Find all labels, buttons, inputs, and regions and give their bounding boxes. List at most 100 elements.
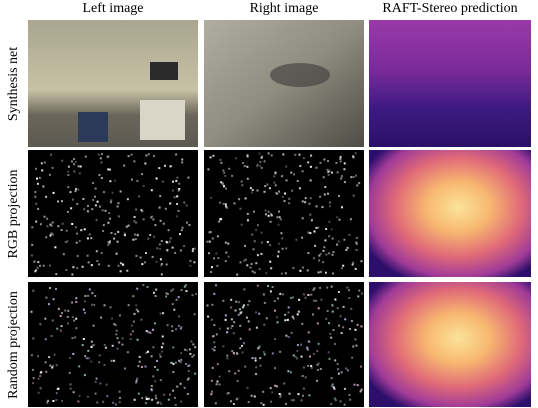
sparse-point xyxy=(312,314,314,316)
sparse-point xyxy=(178,183,180,185)
sparse-point xyxy=(45,297,47,299)
sparse-point xyxy=(332,311,334,313)
sparse-point xyxy=(138,195,140,197)
sparse-point xyxy=(220,218,222,220)
sparse-point xyxy=(55,399,57,401)
sparse-point xyxy=(290,371,292,373)
sparse-point xyxy=(87,396,89,398)
sparse-point xyxy=(139,356,141,358)
sparse-point xyxy=(72,266,74,268)
sparse-point xyxy=(37,183,39,185)
sparse-point xyxy=(35,203,37,205)
sparse-point xyxy=(187,393,189,395)
sparse-point xyxy=(85,156,87,158)
sparse-point xyxy=(159,243,161,245)
sparse-point xyxy=(305,197,307,199)
sparse-point xyxy=(99,354,101,356)
sparse-point xyxy=(345,249,347,251)
sparse-point xyxy=(73,320,75,322)
sparse-point xyxy=(49,287,51,289)
sparse-point xyxy=(174,397,176,399)
sparse-point xyxy=(117,231,119,233)
sparse-point xyxy=(118,265,120,267)
sparse-point xyxy=(273,175,275,177)
sparse-point xyxy=(48,303,50,305)
sparse-point xyxy=(74,336,76,338)
sparse-point xyxy=(299,165,301,167)
sparse-point xyxy=(65,269,67,271)
sparse-point xyxy=(128,225,130,227)
sparse-point xyxy=(34,270,36,272)
sparse-point xyxy=(240,208,242,210)
sparse-point xyxy=(255,360,257,362)
sparse-point xyxy=(75,301,77,303)
sparse-point xyxy=(67,316,69,318)
sparse-point xyxy=(95,188,97,190)
sparse-point xyxy=(33,261,35,263)
sparse-point xyxy=(41,169,43,171)
sparse-point xyxy=(265,272,267,274)
sparse-point xyxy=(61,400,63,402)
sparse-point xyxy=(151,189,153,191)
sparse-point xyxy=(87,295,89,297)
sparse-point xyxy=(156,360,158,362)
sparse-point xyxy=(152,329,154,331)
sparse-point xyxy=(134,216,136,218)
sparse-point xyxy=(323,246,325,248)
sparse-point xyxy=(360,366,362,368)
sparse-point xyxy=(228,256,230,258)
sparse-point xyxy=(209,241,211,243)
sparse-point xyxy=(290,172,292,174)
sparse-point xyxy=(175,180,177,182)
sparse-point xyxy=(307,161,309,163)
sparse-point xyxy=(181,159,183,161)
sparse-point xyxy=(39,375,41,377)
sparse-point xyxy=(211,391,213,393)
sparse-point xyxy=(79,395,81,397)
sparse-point xyxy=(303,388,305,390)
sparse-point xyxy=(187,177,189,179)
sparse-point xyxy=(268,211,270,213)
sparse-point xyxy=(127,351,129,353)
sparse-point xyxy=(91,264,93,266)
sparse-point xyxy=(175,154,177,156)
sparse-point xyxy=(260,365,262,367)
sparse-point xyxy=(126,226,128,228)
sparse-point xyxy=(244,165,246,167)
sparse-point xyxy=(122,344,124,346)
sparse-point xyxy=(308,340,310,342)
sparse-point xyxy=(318,260,320,262)
sparse-point xyxy=(325,318,327,320)
sparse-point xyxy=(211,304,213,306)
sparse-point xyxy=(110,199,112,201)
sparse-point xyxy=(302,395,304,397)
sparse-point xyxy=(242,352,244,354)
sparse-point xyxy=(94,196,96,198)
sparse-point xyxy=(70,207,72,209)
sparse-point xyxy=(212,348,214,350)
sparse-point xyxy=(109,242,111,244)
sparse-point xyxy=(352,346,354,348)
sparse-point xyxy=(341,267,343,269)
sparse-point xyxy=(40,387,42,389)
sparse-point xyxy=(334,343,336,345)
sparse-point xyxy=(307,269,309,271)
sparse-point xyxy=(356,184,358,186)
sparse-point xyxy=(219,376,221,378)
sparse-point xyxy=(91,341,93,343)
sparse-point xyxy=(210,271,212,273)
sparse-point xyxy=(152,256,154,258)
sparse-point xyxy=(319,287,321,289)
sparse-point xyxy=(350,176,352,178)
sparse-point xyxy=(159,248,161,250)
sparse-point xyxy=(49,174,51,176)
sparse-point xyxy=(298,299,300,301)
sparse-point xyxy=(310,179,312,181)
sparse-point xyxy=(175,328,177,330)
sparse-point xyxy=(351,320,353,322)
sparse-point xyxy=(347,369,349,371)
sparse-point xyxy=(172,346,174,348)
sparse-point xyxy=(327,160,329,162)
sparse-point xyxy=(219,202,221,204)
sparse-point xyxy=(243,288,245,290)
